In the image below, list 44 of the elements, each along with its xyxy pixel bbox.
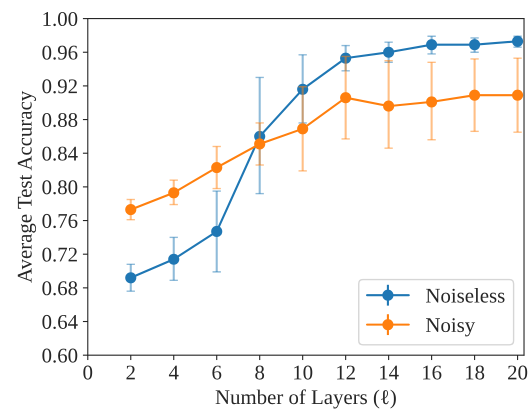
x-axis-title: Number of Layers (ℓ) xyxy=(216,389,396,409)
point xyxy=(168,187,180,198)
y-tick-label: 0.92 xyxy=(42,79,77,94)
y-tick-label: 0.60 xyxy=(42,348,78,363)
x-tick-label: 20 xyxy=(508,366,528,380)
y-tick-label: 0.84 xyxy=(42,146,78,161)
point xyxy=(168,254,180,265)
point xyxy=(125,272,136,284)
point xyxy=(211,226,222,238)
point xyxy=(426,39,438,50)
x-tick-label: 4 xyxy=(168,366,179,380)
legend-label: Noisy xyxy=(426,318,476,336)
y-tick-label: 0.64 xyxy=(42,314,78,330)
point xyxy=(340,92,352,104)
x-tick-label: 8 xyxy=(255,366,264,380)
point xyxy=(340,52,352,64)
x-tick-label: 6 xyxy=(212,366,222,380)
y-tick-label: 0.76 xyxy=(42,214,78,228)
x-tick-label: 18 xyxy=(466,366,484,380)
x-tick-label: 16 xyxy=(423,366,442,380)
point xyxy=(125,204,136,216)
y-tick-label: 0.72 xyxy=(42,248,77,262)
point xyxy=(469,39,480,50)
y-axis-title: Average Test Accuracy xyxy=(18,90,36,283)
legend-label: Noiseless xyxy=(426,288,505,303)
point xyxy=(469,90,480,101)
y-tick-label: 0.96 xyxy=(42,46,78,60)
point xyxy=(426,96,438,108)
point xyxy=(383,46,394,58)
y-tick-label: 0.88 xyxy=(42,112,78,128)
x-tick-label: 10 xyxy=(294,366,312,380)
point xyxy=(297,84,308,95)
point xyxy=(512,90,524,101)
y-tick-label: 0.68 xyxy=(42,281,78,296)
y-tick-label: 0.80 xyxy=(42,180,78,194)
point xyxy=(383,100,394,112)
x-tick-label: 12 xyxy=(337,366,355,380)
y-tick-label: 1.00 xyxy=(43,12,78,26)
point xyxy=(211,162,222,174)
x-tick-label: 2 xyxy=(126,366,135,380)
x-tick-label: 14 xyxy=(380,366,399,380)
point xyxy=(297,123,308,134)
point xyxy=(254,138,266,150)
x-tick-label: 0 xyxy=(83,366,92,380)
